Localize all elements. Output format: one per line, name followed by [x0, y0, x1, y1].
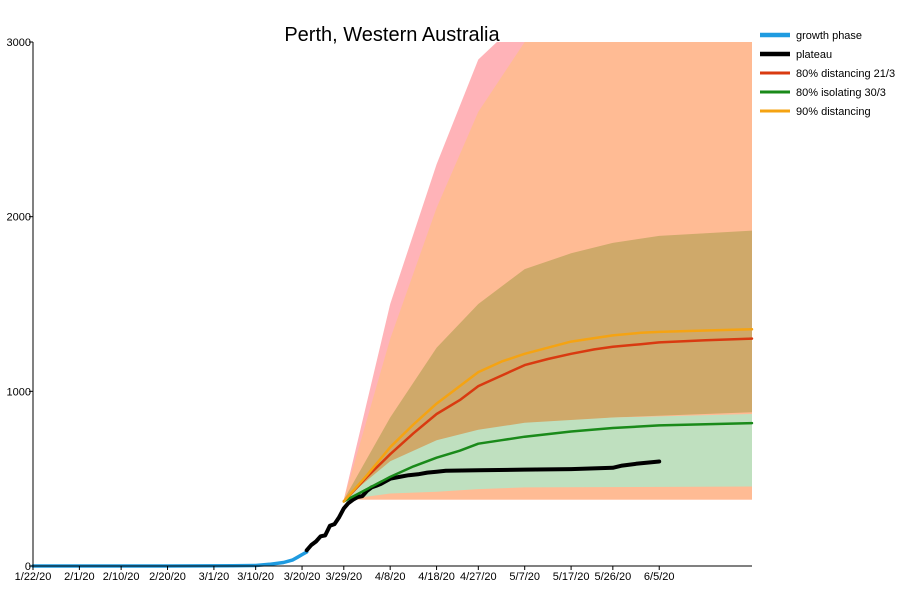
- y-ticks: 0 1000 2000 3000: [7, 37, 33, 573]
- x-tick-label: 5/7/20: [509, 571, 540, 583]
- y-tick-label: 1000: [7, 386, 31, 398]
- confidence-bands: [343, 42, 752, 500]
- x-tick-label: 3/1/20: [199, 571, 230, 583]
- series-line-2: [342, 337, 754, 503]
- x-ticks: 1/22/20 2/1/20 2/10/20 2/20/20 3/1/20 3/10/20…: [15, 566, 675, 583]
- x-tick-label: 3/20/20: [284, 571, 321, 583]
- x-tick-label: 2/10/20: [103, 571, 140, 583]
- x-tick-label: 4/8/20: [375, 571, 406, 583]
- x-tick-label: 4/18/20: [418, 571, 455, 583]
- series-line-0: [31, 550, 309, 568]
- legend-label: 80% distancing 21/3: [796, 68, 895, 80]
- x-tick-label: 2/1/20: [64, 571, 95, 583]
- x-tick-label: 2/20/20: [149, 571, 186, 583]
- x-tick-label: 3/10/20: [237, 571, 274, 583]
- band-3: [343, 414, 752, 500]
- x-tick-label: 3/29/20: [325, 571, 362, 583]
- series-line-1: [304, 459, 662, 553]
- x-tick-label: 6/5/20: [644, 571, 675, 583]
- y-tick-label: 0: [25, 561, 31, 573]
- x-tick-label: 5/17/20: [553, 571, 590, 583]
- y-tick-label: 3000: [7, 37, 31, 49]
- band-2: [343, 230, 752, 500]
- legend-label: 90% distancing: [796, 106, 871, 118]
- chart-title: Perth, Western Australia: [284, 24, 500, 46]
- x-tick-label: 4/27/20: [460, 571, 497, 583]
- series-line-3: [342, 421, 754, 503]
- legend-label: growth phase: [796, 30, 862, 42]
- legend-label: 80% isolating 30/3: [796, 87, 886, 99]
- legend: growth phase plateau 80% distancing 21/3 80…: [760, 30, 895, 118]
- series-line-4: [342, 328, 754, 503]
- legend-label: plateau: [796, 49, 832, 61]
- x-tick-label: 5/26/20: [594, 571, 631, 583]
- x-tick-label: 1/22/20: [15, 571, 52, 583]
- axes: [32, 42, 752, 567]
- y-tick-label: 2000: [7, 212, 31, 224]
